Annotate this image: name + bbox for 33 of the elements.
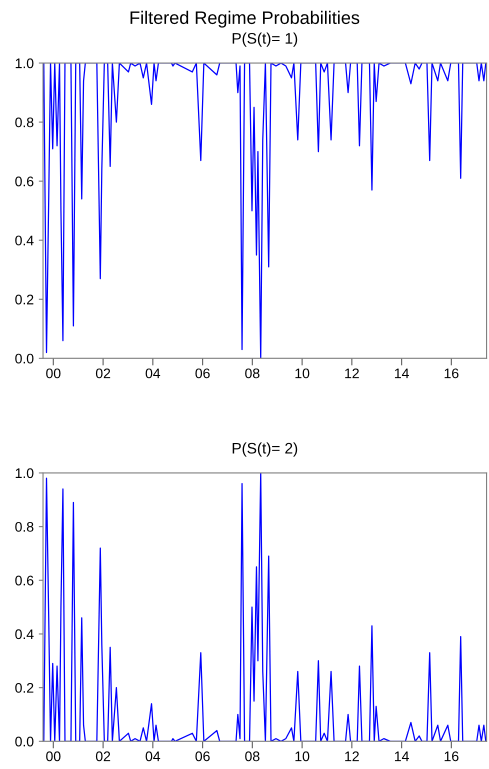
x-tick-label: 08 [245, 751, 260, 762]
y-tick-label: 0.0 [15, 736, 34, 746]
y-tick-label: 0.2 [15, 294, 34, 304]
x-tick-label: 08 [245, 368, 260, 378]
y-tick-label: 0.6 [15, 176, 34, 186]
x-tick-label: 04 [146, 368, 160, 378]
x-tick-label: 14 [394, 368, 409, 378]
y-tick-label: 1.0 [16, 58, 34, 68]
x-tick-label: 00 [46, 368, 60, 378]
x-tick-label: 16 [444, 751, 458, 762]
y-tick-label: 1.0 [16, 468, 34, 478]
x-tick-label: 06 [195, 368, 210, 378]
x-tick-label: 10 [295, 368, 310, 378]
chart-title: Filtered Regime Probabilities [130, 10, 360, 28]
y-tick-label: 0.2 [15, 682, 34, 693]
chart-subtitle: P(S(t)= 2) [232, 442, 298, 457]
y-tick-label: 0.4 [15, 236, 34, 246]
x-tick-label: 00 [46, 751, 60, 762]
x-tick-label: 02 [96, 368, 110, 378]
x-tick-label: 06 [195, 751, 210, 762]
y-tick-label: 0.8 [15, 117, 34, 128]
x-tick-label: 16 [444, 368, 458, 378]
y-tick-label: 0.0 [15, 354, 34, 364]
chart-subtitle: P(S(t)= 1) [232, 32, 298, 47]
x-tick-label: 14 [394, 752, 409, 762]
x-tick-label: 10 [295, 751, 310, 762]
y-tick-label: 0.4 [15, 629, 34, 640]
x-tick-label: 12 [345, 368, 359, 378]
y-tick-label: 0.8 [15, 522, 34, 532]
x-tick-label: 04 [146, 751, 160, 762]
y-tick-label: 0.6 [15, 576, 34, 586]
x-tick-label: 12 [345, 751, 359, 762]
x-tick-label: 02 [96, 751, 110, 762]
